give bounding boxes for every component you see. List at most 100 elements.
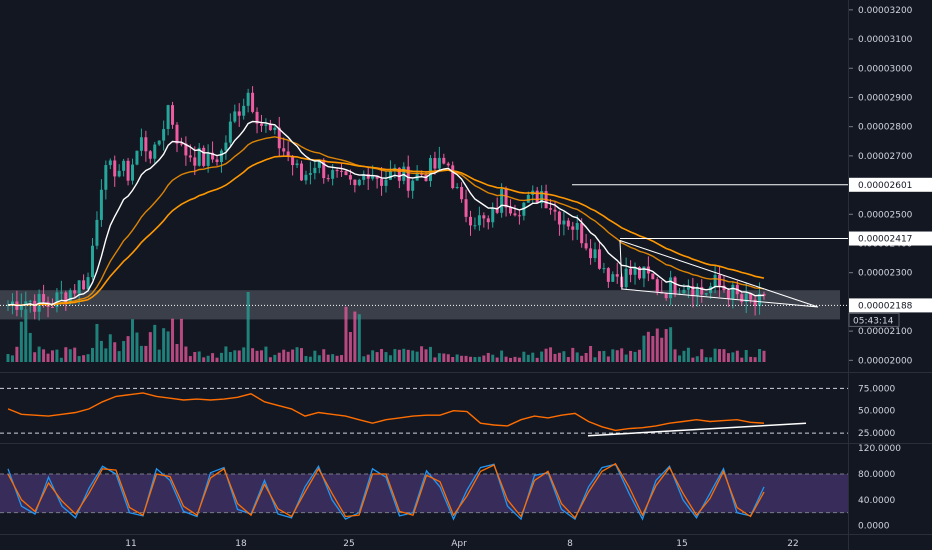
volume-bar <box>237 350 241 362</box>
volume-bar <box>664 329 668 362</box>
candle-body <box>388 171 392 180</box>
candle-body <box>184 143 188 156</box>
candle-body <box>233 111 237 122</box>
volume-bar <box>380 349 384 362</box>
candle-body <box>602 268 606 270</box>
candle-body <box>99 189 103 220</box>
volume-bar <box>340 355 344 362</box>
volume-bar <box>73 347 77 362</box>
volume-bar <box>242 347 246 362</box>
volume-bar <box>179 318 183 362</box>
volume-bar <box>695 356 699 362</box>
candle-body <box>526 194 530 203</box>
volume-bar <box>264 346 268 362</box>
candle-body <box>718 274 722 286</box>
countdown-label: 05:43:14 <box>853 316 894 326</box>
volume-bar <box>704 357 708 362</box>
volume-bar <box>228 352 232 362</box>
candle-body <box>282 148 286 152</box>
candle-body <box>464 199 468 217</box>
candle-body <box>153 144 157 159</box>
volume-bar <box>322 349 326 362</box>
candle-body <box>362 174 366 180</box>
candle-body <box>77 280 81 294</box>
candle-body <box>286 151 290 156</box>
volume-bar <box>535 357 539 362</box>
candle-body <box>517 215 521 217</box>
volume-bar <box>415 351 419 362</box>
volume-bar <box>611 349 615 362</box>
candle-body <box>197 147 201 166</box>
volume-bar <box>144 345 148 362</box>
volume-bar <box>713 348 717 362</box>
volume-bar <box>495 357 499 362</box>
volume-bar <box>571 347 575 362</box>
volume-bar <box>424 349 428 362</box>
volume-bar <box>206 355 210 362</box>
candle-body <box>317 159 321 168</box>
candle-body <box>700 286 704 295</box>
candle-body <box>291 155 295 166</box>
candle-body <box>10 301 14 306</box>
volume-bar <box>522 351 526 362</box>
candle-body <box>113 160 117 177</box>
candle-body <box>606 268 610 282</box>
candle-body <box>171 105 175 125</box>
volume-bar <box>557 352 561 362</box>
volume-bar <box>744 350 748 362</box>
level-tag-label: 0.00002417 <box>858 235 912 245</box>
volume-bar <box>477 356 481 362</box>
volume-bar <box>162 328 166 362</box>
candle-body <box>566 220 570 227</box>
candle-body <box>473 225 477 227</box>
ma-long <box>7 155 765 306</box>
volume-bar <box>33 352 37 362</box>
candle-body <box>206 152 210 166</box>
time-tick-label: 8 <box>567 539 573 549</box>
volume-bar <box>317 355 321 362</box>
volume-bar <box>731 352 735 362</box>
candle-body <box>411 180 415 191</box>
volume-bar <box>313 350 317 362</box>
volume-bar <box>402 348 406 362</box>
candle-body <box>495 207 499 213</box>
candle-body <box>731 284 735 300</box>
volume-bar <box>308 356 312 362</box>
candle-body <box>162 129 166 141</box>
candle-body <box>406 166 410 191</box>
volume-bar <box>420 346 424 362</box>
candle-body <box>571 226 575 230</box>
candle-body <box>753 299 757 306</box>
volume-bar <box>188 356 192 362</box>
candle-body <box>82 280 86 290</box>
volume-bar <box>184 346 188 362</box>
rsi-tick-label: 25.0000 <box>858 429 895 439</box>
candle-body <box>104 165 108 190</box>
volume-bar <box>166 331 170 362</box>
time-tick-label: 22 <box>787 539 798 549</box>
volume-bar <box>55 349 59 362</box>
volume-bar <box>326 354 330 362</box>
candle-body <box>504 189 508 208</box>
volume-bar <box>108 334 112 362</box>
candle-body <box>633 267 637 275</box>
volume-bar <box>491 354 495 362</box>
candle-body <box>446 163 450 166</box>
candle-body <box>264 124 268 126</box>
volume-bar <box>233 350 237 362</box>
volume-bar <box>202 357 206 362</box>
candle-body <box>86 277 90 290</box>
volume-bar <box>464 355 468 362</box>
time-tick-label: 18 <box>235 539 247 549</box>
volume-bar <box>19 321 23 362</box>
price-tick-label: 0.00003200 <box>858 6 913 16</box>
candle-body <box>589 248 593 259</box>
candle-body <box>344 171 348 176</box>
volume-bar <box>131 319 135 362</box>
candle-body <box>593 249 597 259</box>
price-tick-label: 0.00003100 <box>858 35 913 45</box>
price-tick-label: 0.00002900 <box>858 93 913 103</box>
volume-bar <box>584 353 588 362</box>
volume-bar <box>624 354 628 362</box>
